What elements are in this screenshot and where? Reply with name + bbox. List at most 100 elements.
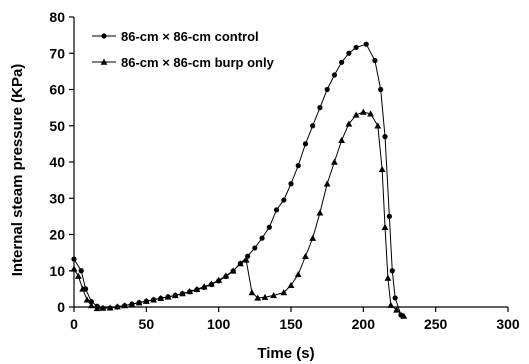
legend-item: 86-cm × 86-cm burp only [92,55,275,70]
legend-label: 86-cm × 86-cm control [121,29,259,44]
series-line [73,111,405,317]
series-layer [70,41,408,319]
y-axis-title-group: Internal steam pressure (KPa) [9,64,26,277]
triangle-marker [106,304,114,311]
x-tick-label: 50 [139,316,155,332]
y-axis-title: Internal steam pressure (KPa) [9,64,26,277]
triangle-marker [87,302,95,309]
series-1 [71,41,404,318]
x-tick-label: 150 [279,316,303,332]
circle-marker [324,86,330,93]
triangle-marker [248,289,256,296]
triangle-marker [270,292,278,299]
triangle-marker [352,111,360,118]
triangle-marker [345,120,353,127]
x-axis-title: Time (s) [257,345,314,362]
triangle-marker [242,256,250,263]
circle-marker [288,181,294,187]
triangle-marker [222,272,230,279]
y-tick-label: 70 [49,45,65,61]
triangle-marker [316,209,324,216]
legend-circle-marker [101,33,107,39]
x-tick-label: 100 [207,316,231,332]
triangle-marker [400,312,408,319]
x-tick-label: 0 [70,316,78,332]
tick-group: 0 10 20 30 40 50 60 70 80 0 50 100 150 200 250 300 [49,9,519,332]
circle-marker [71,256,77,262]
triangle-marker [384,274,392,281]
triangle-marker [142,297,150,304]
triangle-marker [280,289,288,296]
legend: 86-cm × 86-cm control 86-cm × 86-cm burp … [92,29,275,70]
series-2 [70,108,408,319]
x-tick-label: 200 [352,316,376,332]
triangle-marker [128,300,136,307]
circle-marker [353,44,359,51]
circle-marker [252,245,258,251]
triangle-marker [179,290,186,297]
circle-marker [78,268,84,274]
y-tick-label: 50 [49,118,65,134]
triangle-marker [309,234,317,241]
circle-marker [389,268,395,274]
triangle-marker [99,304,107,311]
triangle-marker [378,165,386,172]
circle-marker [386,213,392,219]
triangle-marker [164,293,172,300]
triangle-marker [387,301,395,308]
triangle-marker [93,305,101,312]
triangle-marker [121,302,129,309]
circle-marker [331,72,337,78]
triangle-marker [323,180,331,187]
triangle-marker [338,136,346,143]
triangle-marker [302,252,309,259]
triangle-marker [79,285,87,292]
circle-marker [317,105,323,111]
circle-marker [378,86,384,93]
circle-marker [339,59,345,65]
circle-marker [346,50,352,56]
triangle-marker [374,122,382,129]
triangle-marker [229,267,237,274]
triangle-marker [359,108,367,115]
circle-marker [266,224,272,230]
circle-marker [372,57,378,64]
triangle-marker [331,158,338,165]
circle-marker [363,41,369,47]
triangle-marker [70,265,78,272]
x-tick-label: 300 [496,316,520,332]
triangle-marker [83,296,91,303]
triangle-marker [114,303,121,310]
triangle-marker [381,223,389,230]
y-tick-label: 0 [57,299,65,315]
triangle-marker [393,306,401,313]
triangle-marker [171,292,179,299]
circle-marker [281,197,287,203]
y-tick-label: 10 [49,263,65,279]
triangle-marker [200,283,208,290]
series-line [73,43,402,316]
triangle-marker [74,272,82,279]
circle-marker [88,298,94,305]
circle-marker [310,123,316,129]
triangle-marker [367,110,374,117]
triangle-marker [254,294,262,301]
triangle-marker [287,281,295,288]
circle-marker [273,207,280,213]
triangle-marker [193,285,201,292]
triangle-marker [261,293,269,300]
legend-triangle-marker [100,58,108,65]
triangle-marker [294,270,302,278]
circle-marker [382,134,388,140]
y-tick-label: 40 [49,154,65,170]
x-tick-label: 250 [424,316,448,332]
triangle-marker [135,299,143,306]
legend-item: 86-cm × 86-cm control [92,29,259,44]
y-tick-label: 60 [49,82,65,98]
triangle-marker [236,260,244,267]
legend-label: 86-cm × 86-cm burp only [121,55,275,70]
circle-marker [302,141,309,147]
triangle-marker [157,294,165,302]
triangle-marker [215,276,223,283]
